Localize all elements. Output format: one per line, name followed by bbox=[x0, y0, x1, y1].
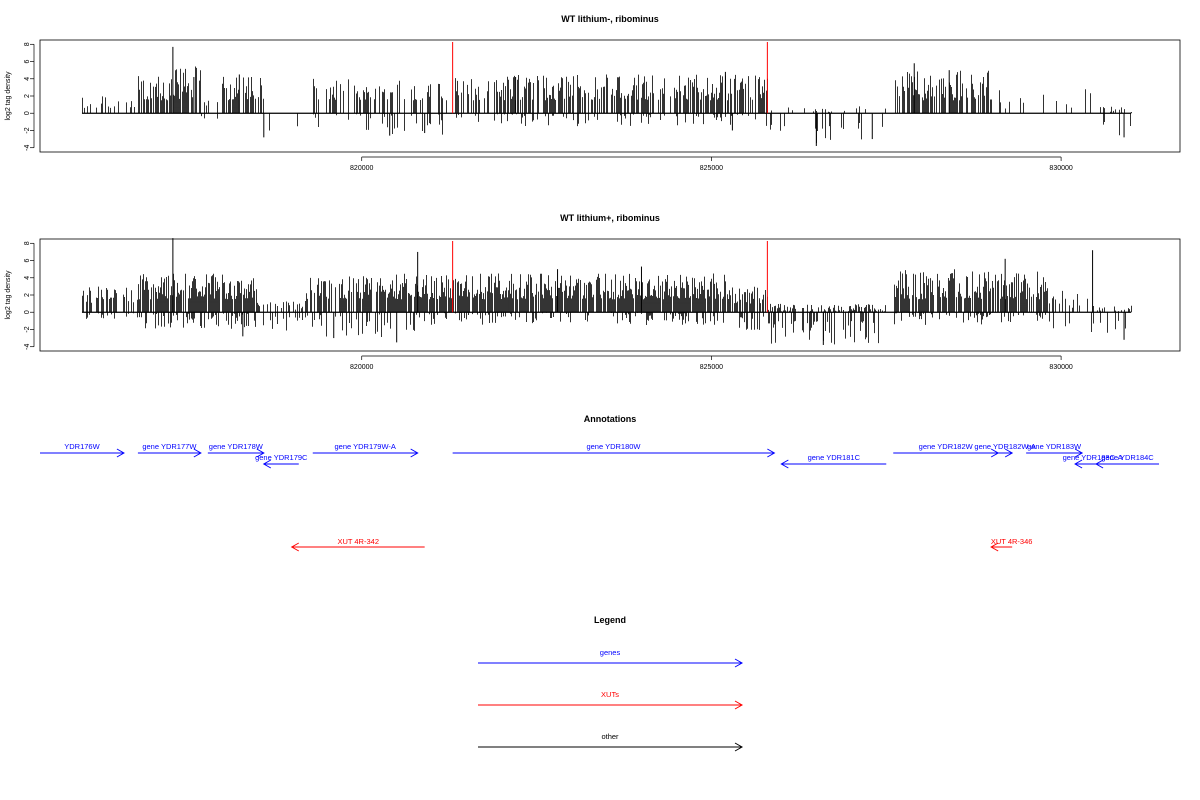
gene-label: gene YDR178W bbox=[209, 442, 264, 451]
legend-label: XUTs bbox=[601, 690, 619, 699]
gene-label: gene YDR182W-A bbox=[974, 442, 1035, 451]
y-axis-label: log2 tag density bbox=[5, 71, 12, 121]
gene-arrow bbox=[1095, 459, 1160, 469]
annotations-title: Annotations bbox=[584, 414, 637, 424]
gene-arrow bbox=[207, 448, 265, 458]
gene-label: gene YDR183C-A bbox=[1063, 453, 1123, 462]
gene-arrow bbox=[1026, 448, 1084, 458]
plot-frame bbox=[39, 39, 1181, 153]
gene-label: gene YDR179W-A bbox=[334, 442, 395, 451]
track-panel-lithium-minus: WT lithium-, ribominus -4 -2 0 2 4 6 8 log2 tag … bbox=[5, 14, 1181, 172]
density-bars bbox=[82, 46, 1132, 146]
legend-label: other bbox=[601, 732, 619, 741]
legend-arrowhead bbox=[734, 700, 744, 710]
y-tick-label: -2 bbox=[24, 326, 31, 332]
annotations-panel: Annotations YDR176W gene YDR177W gene YDR17… bbox=[40, 414, 1160, 552]
gene-arrow bbox=[262, 459, 299, 469]
plot-frame bbox=[39, 238, 1181, 352]
legend-label: genes bbox=[600, 648, 621, 657]
legend-panel: Legend genes XUTs other bbox=[478, 615, 744, 752]
y-tick-label: 8 bbox=[24, 241, 31, 245]
legend-item: XUTs bbox=[478, 690, 744, 710]
density-bars bbox=[82, 238, 1132, 345]
y-tick-label: 4 bbox=[24, 276, 31, 280]
gene-label: gene YDR179C bbox=[255, 453, 308, 462]
density-bar-set bbox=[82, 66, 1132, 144]
y-tick-label: -2 bbox=[24, 127, 31, 133]
y-tick-label: 6 bbox=[24, 59, 31, 63]
y-tick-label: -4 bbox=[24, 343, 31, 349]
gene-label: YDR176W bbox=[64, 442, 100, 451]
gene-label: gene YDR182W bbox=[919, 442, 974, 451]
gene-arrow bbox=[137, 448, 202, 458]
chart-title: WT lithium-, ribominus bbox=[561, 14, 659, 24]
gene-label: gene YDR180W bbox=[586, 442, 641, 451]
gene-arrow bbox=[40, 448, 125, 458]
y-tick-label: 8 bbox=[24, 42, 31, 46]
xut-label: XUT 4R-346 bbox=[991, 537, 1033, 546]
y-tick-label: 4 bbox=[24, 77, 31, 81]
density-bar-set bbox=[82, 269, 1132, 345]
xut-label: XUT 4R-342 bbox=[337, 537, 379, 546]
y-tick-label: -4 bbox=[24, 144, 31, 150]
y-tick-label: 2 bbox=[24, 94, 31, 98]
y-tick-label: 0 bbox=[24, 111, 31, 115]
chart-title: WT lithium+, ribominus bbox=[560, 213, 660, 223]
gene-arrow bbox=[780, 459, 887, 469]
x-tick-label: 825000 bbox=[700, 364, 723, 371]
legend-item: other bbox=[478, 732, 744, 752]
x-tick-label: 820000 bbox=[350, 364, 373, 371]
gene-label: gene YDR184C bbox=[1101, 453, 1154, 462]
legend-arrowhead bbox=[734, 742, 744, 752]
legend-item: genes bbox=[478, 648, 744, 668]
track-panel-lithium-plus: WT lithium+, ribominus -4 -2 0 2 4 6 8 log2 tag … bbox=[5, 213, 1181, 371]
xut-arrow bbox=[290, 542, 425, 552]
gene-arrow bbox=[312, 448, 419, 458]
x-tick-label: 830000 bbox=[1049, 165, 1072, 172]
gene-label: gene YDR183W bbox=[1027, 442, 1082, 451]
legend-title: Legend bbox=[594, 615, 626, 625]
legend-arrowhead bbox=[734, 658, 744, 668]
gene-arrow bbox=[998, 448, 1014, 458]
y-tick-label: 6 bbox=[24, 258, 31, 262]
x-tick-label: 830000 bbox=[1049, 364, 1072, 371]
gene-arrow bbox=[452, 448, 776, 458]
y-axis-label: log2 tag density bbox=[5, 270, 12, 320]
x-tick-label: 820000 bbox=[350, 165, 373, 172]
xut-arrow bbox=[990, 542, 1013, 552]
y-tick-label: 2 bbox=[24, 293, 31, 297]
gene-label: gene YDR181C bbox=[808, 453, 861, 462]
x-tick-label: 825000 bbox=[700, 165, 723, 172]
y-tick-label: 0 bbox=[24, 310, 31, 314]
gene-label: gene YDR177W bbox=[142, 442, 197, 451]
